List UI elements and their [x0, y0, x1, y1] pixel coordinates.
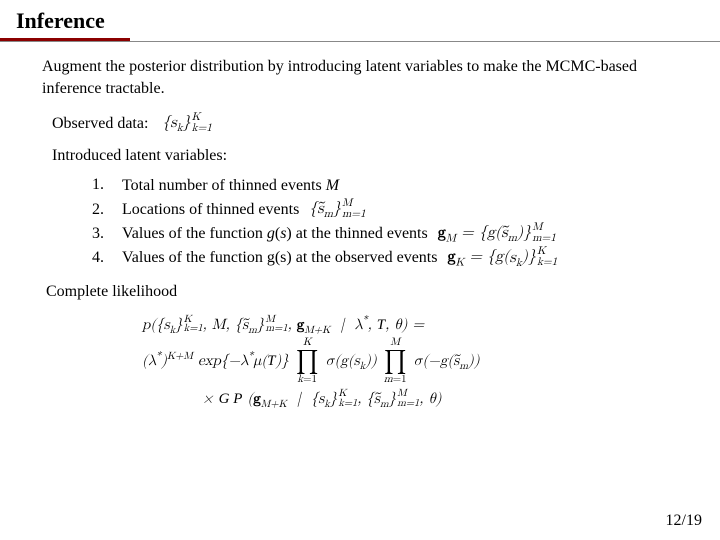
slide-title: Inference: [0, 0, 130, 41]
latent-variables-list: Total number of thinned events M Locatio…: [42, 174, 684, 269]
item1-math: M: [326, 177, 339, 194]
list-item: Total number of thinned events M: [108, 174, 684, 196]
complete-likelihood-formula: p({sk}Kk=1, M, {s̃m}Mm=1, gM+K | λ*, T, …: [42, 311, 684, 414]
observed-label: Observed data:: [52, 113, 148, 135]
formula-line-3: × G P (gM+K | {sk}Kk=1, {s̃m}Mm=1, θ): [142, 385, 684, 414]
item4-math: gK = {g(sk)}Kk=1: [447, 247, 557, 269]
formula-line-1: p({sk}Kk=1, M, {s̃m}Mm=1, gM+K | λ*, T, …: [142, 311, 684, 340]
item1-text: Total number of thinned events: [122, 177, 326, 194]
list-item: Values of the function g(s) at the obser…: [108, 247, 684, 269]
slide-content: Augment the posterior distribution by in…: [0, 56, 720, 413]
item3-text-b: ) at the thinned events: [286, 225, 427, 242]
intro-text: Augment the posterior distribution by in…: [42, 56, 684, 99]
formula-line-2: (λ*)K+M exp{−λ*μ(T)} ∏Kk=1 σ(g(sk)) ∏Mm=…: [142, 339, 684, 385]
observed-math: {sk}Kk=1: [162, 113, 212, 135]
item3-math: gM = {g(s̃m)}Mm=1: [438, 223, 556, 245]
list-item: Values of the function g(s) at the thinn…: [108, 223, 684, 245]
title-rule: [0, 41, 720, 42]
latent-variables-label: Introduced latent variables:: [42, 145, 684, 167]
page-number: 12/19: [666, 512, 702, 530]
item2-text: Locations of thinned events: [122, 199, 299, 221]
list-item: Locations of thinned events {s̃m}Mm=1: [108, 199, 684, 221]
observed-data-line: Observed data: {sk}Kk=1: [42, 113, 684, 135]
item2-math: {s̃m}Mm=1: [309, 199, 365, 221]
item4-text: Values of the function g(s) at the obser…: [122, 247, 437, 269]
item3-g: g: [267, 225, 275, 242]
item3-text-a: Values of the function: [122, 225, 267, 242]
complete-likelihood-label: Complete likelihood: [42, 281, 684, 303]
